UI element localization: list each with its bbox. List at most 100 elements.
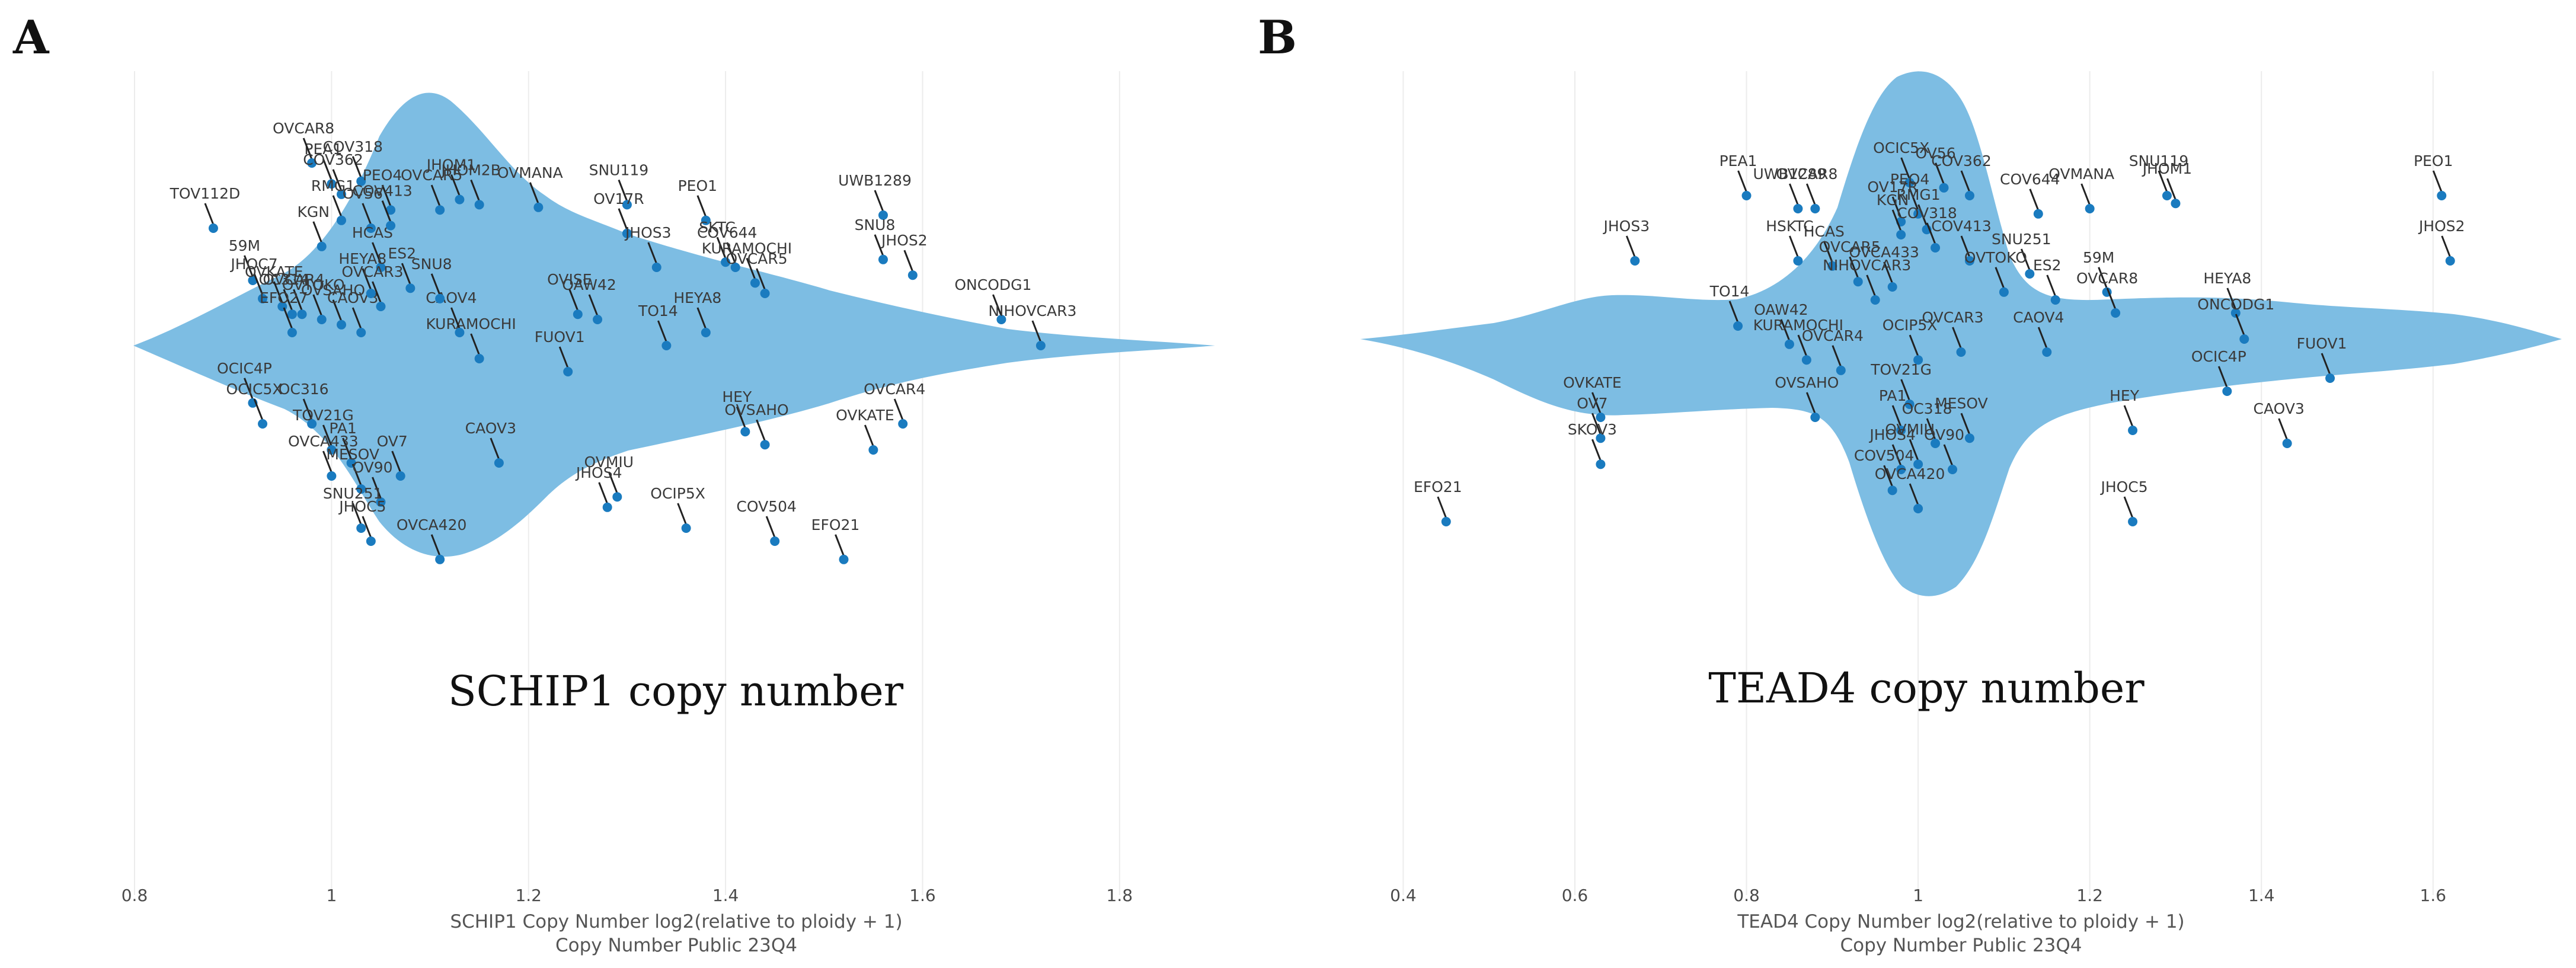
data-point[interactable]: OVCAR4 [864, 381, 925, 429]
data-point[interactable]: JHOC5 [338, 498, 386, 546]
point-marker[interactable] [593, 315, 603, 324]
data-point[interactable]: OV90 [352, 459, 393, 507]
point-marker[interactable] [2437, 191, 2447, 200]
point-marker[interactable] [307, 419, 317, 429]
point-marker[interactable] [376, 302, 386, 311]
data-point[interactable]: COV413 [1931, 218, 1992, 266]
data-point[interactable]: JHOS4 [1868, 426, 1916, 474]
point-marker[interactable] [327, 445, 337, 455]
data-point[interactable]: 59M [229, 237, 260, 285]
data-point[interactable]: OVKATE [836, 407, 894, 455]
point-marker[interactable] [760, 289, 770, 298]
data-point[interactable]: TO14 [1709, 283, 1750, 331]
point-marker[interactable] [1035, 341, 1046, 350]
data-point[interactable]: TOV21G [292, 407, 354, 455]
data-point[interactable]: PEO1 [678, 177, 717, 225]
point-marker[interactable] [307, 158, 317, 168]
data-point[interactable]: OAW42 [562, 276, 616, 324]
point-marker[interactable] [1887, 282, 1897, 292]
point-marker[interactable] [1810, 413, 1820, 422]
data-point[interactable]: OVCAR5 [1819, 238, 1881, 287]
data-point[interactable]: UWB1289 [1753, 165, 1827, 213]
point-marker[interactable] [2239, 334, 2249, 344]
point-marker[interactable] [1596, 459, 1606, 469]
point-marker[interactable] [317, 315, 327, 324]
data-point[interactable]: EFO27 [260, 289, 308, 337]
point-marker[interactable] [455, 194, 465, 205]
point-marker[interactable] [2162, 191, 2172, 200]
data-point[interactable]: JHOS2 [880, 232, 928, 280]
data-point[interactable]: OCIC5X [226, 381, 283, 429]
data-point[interactable]: OV17R [593, 190, 644, 238]
data-point[interactable]: COV644 [697, 224, 758, 272]
point-marker[interactable] [1964, 256, 1974, 266]
data-point[interactable]: OVCAR4 [1802, 327, 1864, 375]
point-marker[interactable] [907, 270, 918, 280]
point-marker[interactable] [356, 484, 366, 494]
point-marker[interactable] [878, 210, 888, 220]
point-marker[interactable] [898, 419, 908, 429]
point-marker[interactable] [376, 263, 386, 272]
data-point[interactable]: FUOV1 [535, 328, 585, 376]
data-point[interactable]: ONCODG1 [2197, 296, 2274, 344]
data-point[interactable]: CAOV4 [2013, 309, 2064, 357]
point-marker[interactable] [494, 458, 504, 468]
data-point[interactable]: HEYA8 [2203, 270, 2251, 318]
point-marker[interactable] [366, 536, 376, 546]
data-point[interactable]: JHOS3 [1603, 218, 1650, 266]
data-point[interactable]: SNU8 [855, 216, 896, 264]
data-point[interactable]: JHOC7 [229, 255, 278, 304]
point-marker[interactable] [2025, 269, 2035, 279]
point-marker[interactable] [1896, 465, 1906, 474]
point-marker[interactable] [1827, 261, 1837, 271]
point-marker[interactable] [1741, 191, 1752, 200]
point-marker[interactable] [1853, 277, 1863, 287]
data-point[interactable]: KURAMOCHI [426, 315, 516, 363]
point-marker[interactable] [573, 309, 583, 320]
point-marker[interactable] [405, 283, 416, 293]
point-marker[interactable] [1939, 183, 1949, 193]
point-marker[interactable] [1964, 433, 1974, 443]
data-point[interactable]: OVSAHO [724, 401, 789, 450]
point-marker[interactable] [760, 440, 770, 450]
point-marker[interactable] [1948, 465, 1958, 474]
point-marker[interactable] [287, 328, 297, 337]
point-marker[interactable] [721, 257, 731, 267]
point-marker[interactable] [356, 176, 366, 186]
point-marker[interactable] [750, 278, 760, 288]
point-marker[interactable] [287, 309, 297, 320]
data-point[interactable]: OVCAR3 [1922, 309, 1984, 357]
point-marker[interactable] [1793, 204, 1803, 213]
point-marker[interactable] [376, 497, 386, 507]
point-marker[interactable] [336, 215, 346, 225]
point-marker[interactable] [1913, 459, 1923, 469]
data-point[interactable]: HEY [722, 388, 752, 437]
point-marker[interactable] [356, 328, 366, 337]
point-marker[interactable] [622, 200, 632, 210]
data-point[interactable]: EFO21 [811, 516, 860, 564]
data-point[interactable]: OVCAR3 [341, 263, 404, 311]
point-marker[interactable] [1784, 339, 1794, 349]
data-point[interactable]: KURAMOCHI [702, 239, 792, 288]
data-point[interactable]: COV318 [1897, 205, 1957, 253]
point-marker[interactable] [435, 293, 445, 304]
data-point[interactable]: ONCODG1 [954, 276, 1031, 324]
data-point[interactable]: EFO21 [1414, 478, 1462, 526]
data-point[interactable]: OCIC5X [1873, 139, 1929, 187]
data-point[interactable]: OVMIU [584, 453, 634, 502]
data-point[interactable]: OVSAHO [301, 282, 365, 330]
point-marker[interactable] [661, 341, 672, 350]
point-marker[interactable] [602, 502, 612, 512]
point-marker[interactable] [1810, 204, 1820, 213]
data-point[interactable]: OVCAR5 [401, 167, 462, 215]
point-marker[interactable] [474, 200, 484, 210]
point-marker[interactable] [2128, 517, 2138, 526]
point-marker[interactable] [2230, 308, 2241, 318]
point-marker[interactable] [612, 492, 622, 502]
data-point[interactable]: KGN [298, 203, 330, 251]
data-point[interactable]: NIHOVCAR3 [1823, 257, 1911, 305]
point-marker[interactable] [2171, 199, 2181, 209]
data-point[interactable]: OV7 [1577, 395, 1608, 443]
data-point[interactable]: PEA1 [1720, 152, 1757, 200]
point-marker[interactable] [386, 221, 396, 231]
